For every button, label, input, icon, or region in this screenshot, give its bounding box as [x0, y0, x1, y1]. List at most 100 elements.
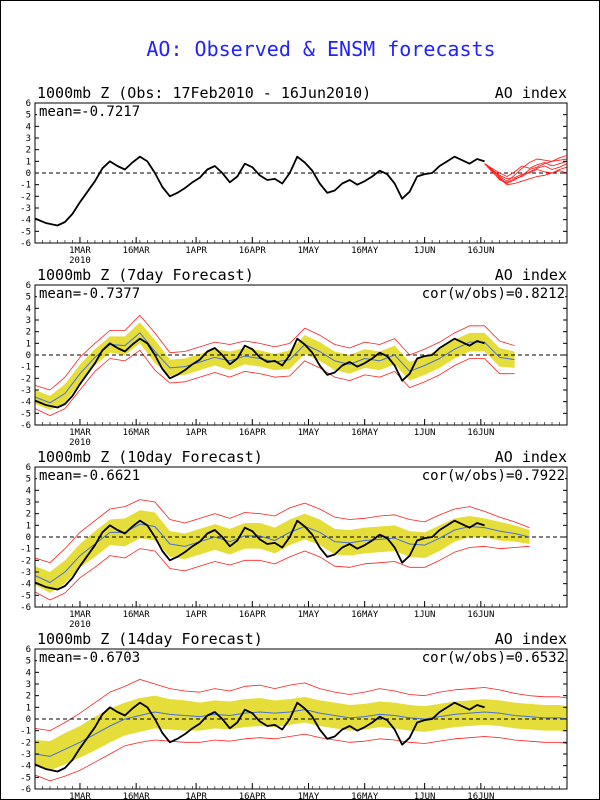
y-tick-label: -5: [20, 591, 31, 601]
x-tick-label: 16APR: [239, 428, 267, 438]
y-tick-label: 0: [26, 715, 31, 725]
x-tick-label: 16MAR: [123, 428, 151, 438]
y-tick-label: -1: [20, 363, 31, 373]
y-tick-label: -5: [20, 409, 31, 419]
observed-line: [34, 701, 485, 773]
y-tick-label: 2: [26, 146, 31, 156]
cor-label: cor(w/obs)=0.7922: [422, 468, 565, 484]
spread-lower-line: [34, 545, 530, 601]
y-tick-label: 6: [26, 645, 31, 655]
x-tick-label: 1MAR: [69, 610, 91, 620]
x-tick-label: 16MAR: [123, 792, 151, 799]
x-tick-label: 1MAR: [69, 428, 91, 438]
y-tick-label: -4: [20, 580, 31, 590]
cor-label: cor(w/obs)=0.6532: [422, 650, 565, 666]
y-tick-label: 1: [26, 703, 31, 713]
mean-label-bg: [37, 651, 145, 665]
panel-2: 1000mb Z (7day Forecast) AO index -6 -5-4 -3…: [20, 266, 568, 448]
y-tick-label: -2: [20, 192, 31, 202]
x-tick-label: 16APR: [239, 610, 267, 620]
panel-title: 1000mb Z (7day Forecast): [37, 266, 254, 284]
panel-right-label: AO index: [495, 266, 567, 284]
mean-label: mean=-0.7217: [39, 104, 140, 120]
x-tick-label: 1MAY: [298, 428, 320, 438]
ensemble-member-line-4: [484, 163, 568, 186]
x-tick-label: 16MAY: [351, 610, 379, 620]
panel-3: 1000mb Z (10day Forecast) AO index -6 -5-4 -…: [20, 448, 568, 630]
y-tick-label: -2: [20, 738, 31, 748]
ensemble-member-line-5: [484, 160, 568, 177]
figure-title: AO: Observed & ENSM forecasts: [146, 37, 496, 61]
x-tick-label: 16MAY: [351, 246, 379, 256]
x-tick-label: 1APR: [185, 428, 207, 438]
y-tick-label: 3: [26, 680, 31, 690]
mean-label-bg: [37, 105, 145, 119]
y-tick-label: -6: [20, 603, 31, 613]
y-tick-label: 1: [26, 521, 31, 531]
y-tick-label: 4: [26, 668, 31, 678]
y-tick-label: 4: [26, 122, 31, 132]
x-tick-label: 16MAR: [123, 610, 151, 620]
x-tick-label: 1MAY: [298, 246, 320, 256]
y-tick-label: -3: [20, 386, 31, 396]
y-tick-label: 6: [26, 281, 31, 291]
x-tick-label: 1MAR: [69, 246, 91, 256]
x-tick-label: 1APR: [185, 246, 207, 256]
panel-right-label: AO index: [495, 84, 567, 102]
x-tick-label: 1JUN: [414, 610, 436, 620]
x-tick-label: 16MAR: [123, 246, 151, 256]
x-tick-label: 1MAY: [298, 792, 320, 799]
y-tick-label: 1: [26, 339, 31, 349]
x-tick-label: 16JUN: [467, 792, 494, 799]
x-tick-year-label: 2010: [69, 620, 91, 630]
y-tick-label: -4: [20, 762, 31, 772]
mean-label: mean=-0.6703: [39, 650, 140, 666]
y-tick-label: 4: [26, 486, 31, 496]
x-tick-label: 16JUN: [467, 246, 494, 256]
spread-upper-line: [34, 314, 515, 391]
y-tick-label: 5: [26, 293, 31, 303]
y-tick-label: -3: [20, 750, 31, 760]
y-tick-label: -5: [20, 227, 31, 237]
y-tick-label: 5: [26, 111, 31, 121]
y-tick-label: 0: [26, 533, 31, 543]
y-tick-label: 5: [26, 657, 31, 667]
x-tick-label: 1MAR: [69, 792, 91, 799]
y-tick-label: 0: [26, 351, 31, 361]
ensemble-mean-line: [34, 332, 515, 404]
y-tick-label: 5: [26, 475, 31, 485]
observed-line: [34, 337, 485, 409]
y-tick-label: -2: [20, 374, 31, 384]
cor-label: cor(w/obs)=0.8212: [422, 286, 565, 302]
y-tick-label: 3: [26, 498, 31, 508]
mean-label-bg: [37, 469, 145, 483]
x-tick-label: 16APR: [239, 246, 267, 256]
spread-band-fill: [35, 695, 567, 771]
x-tick-label: 1APR: [185, 792, 207, 799]
ensemble-member-line-6: [484, 163, 568, 183]
spread-upper-line: [34, 499, 530, 564]
y-tick-label: 2: [26, 692, 31, 702]
x-tick-year-label: 2010: [69, 438, 91, 448]
y-tick-label: 3: [26, 134, 31, 144]
x-tick-label: 1JUN: [414, 246, 436, 256]
y-tick-label: -4: [20, 398, 31, 408]
panel-title: 1000mb Z (14day Forecast): [37, 630, 263, 648]
x-tick-label: 1APR: [185, 610, 207, 620]
spread-lower-line: [34, 733, 568, 782]
y-tick-label: 0: [26, 169, 31, 179]
x-tick-label: 16MAY: [351, 428, 379, 438]
y-tick-label: -1: [20, 181, 31, 191]
x-tick-label: 16APR: [239, 792, 267, 799]
y-tick-label: -1: [20, 545, 31, 555]
y-tick-label: -6: [20, 239, 31, 249]
spread-band-fill: [35, 322, 515, 410]
y-tick-label: -1: [20, 727, 31, 737]
mean-label: mean=-0.6621: [39, 468, 140, 484]
panel-4: 1000mb Z (14day Forecast) AO index -6 -5-4 -…: [20, 630, 568, 799]
y-tick-label: 6: [26, 99, 31, 109]
panel-title: 1000mb Z (Obs: 17Feb2010 - 16Jun2010): [37, 84, 371, 102]
y-tick-label: -5: [20, 773, 31, 783]
